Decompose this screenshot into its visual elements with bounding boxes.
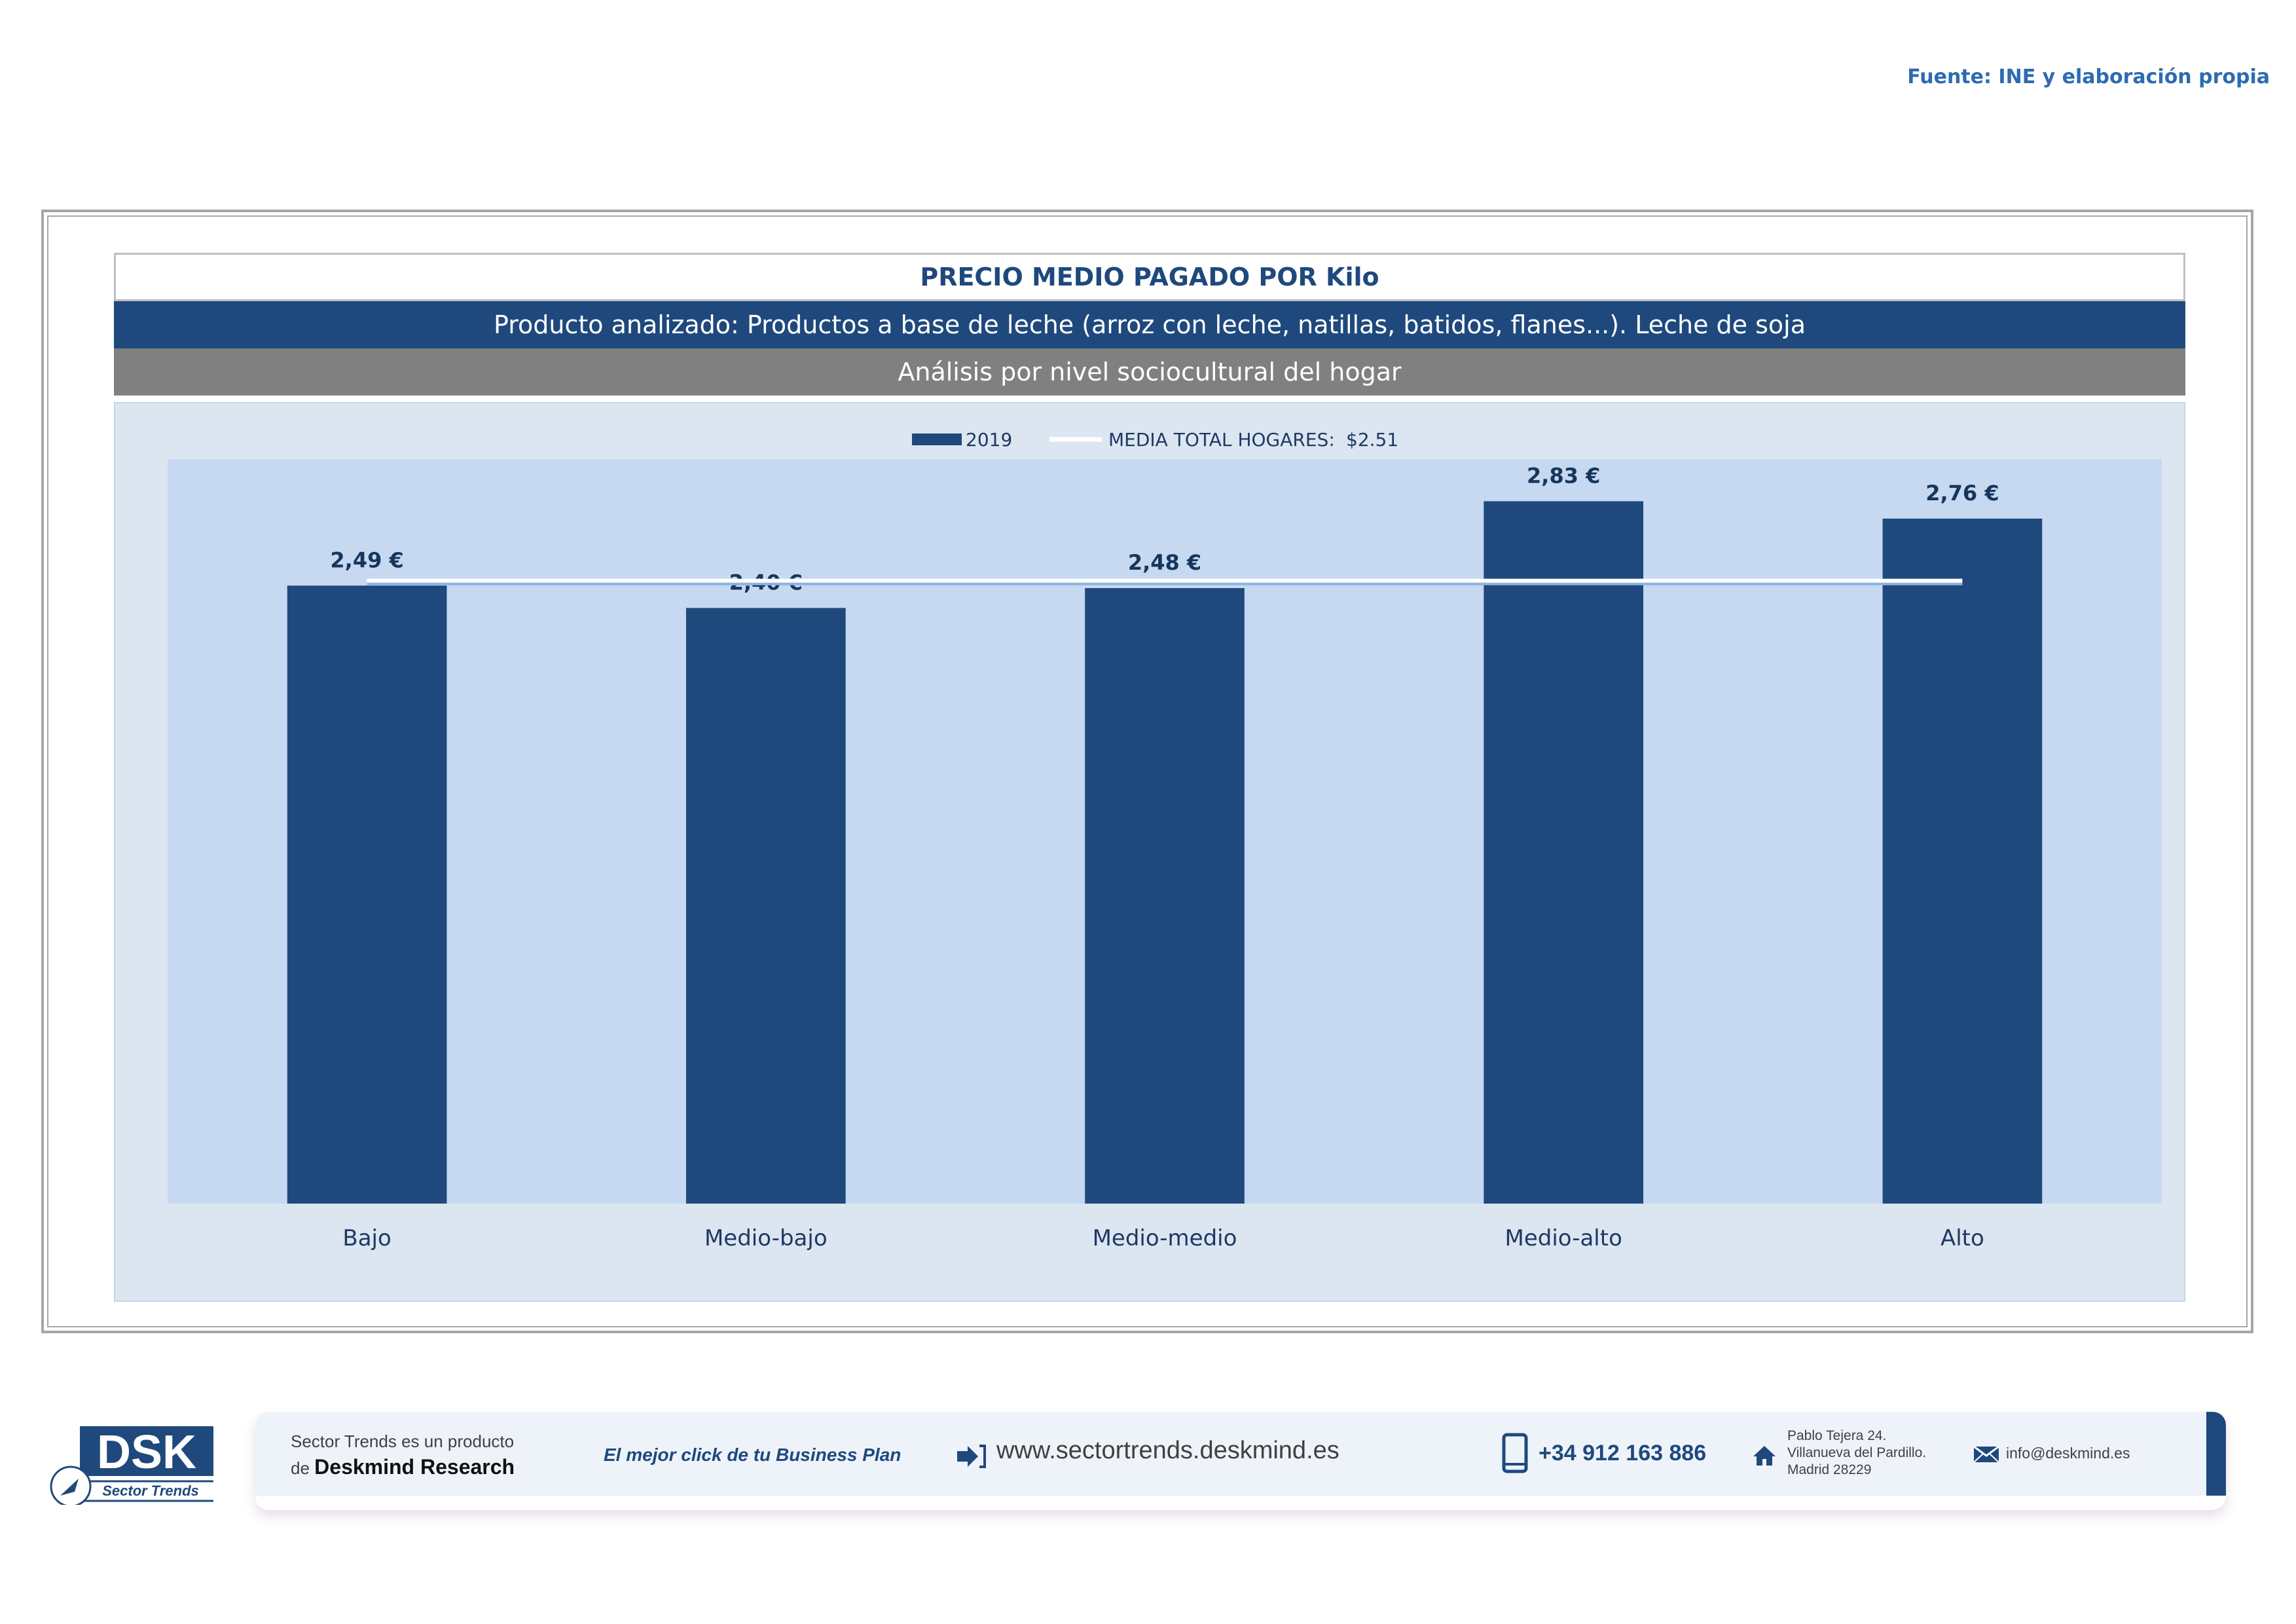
logo-subtext: Sector Trends <box>102 1483 199 1499</box>
footer-email[interactable]: info@deskmind.es <box>2006 1445 2130 1462</box>
address-line1: Pablo Tejera 24. <box>1787 1428 1887 1443</box>
address-line2: Villanueva del Pardillo. <box>1787 1445 1927 1460</box>
legend-label-mean: MEDIA TOTAL HOGARES: <box>1108 429 1335 451</box>
data-label: 2,48 € <box>1128 550 1201 575</box>
x-tick-label: Alto <box>1941 1225 1984 1251</box>
data-label: 2,76 € <box>1925 481 1999 506</box>
legend-value-mean: $2.51 <box>1346 429 1398 451</box>
dsk-logo: DSK Sector Trends <box>50 1426 213 1505</box>
enter-arrow-icon <box>957 1445 986 1468</box>
legend-label-2019: 2019 <box>966 429 1012 451</box>
mail-icon <box>1973 1446 1999 1463</box>
address-line3: Madrid 28229 <box>1787 1462 1872 1477</box>
footer-website[interactable]: www.sectortrends.deskmind.es <box>996 1437 1339 1464</box>
rocket-icon-shape <box>60 1479 79 1496</box>
footer-product-prefix: de <box>291 1458 310 1478</box>
x-tick-label: Medio-alto <box>1504 1225 1622 1251</box>
footer-stripe <box>2206 1412 2226 1510</box>
bar-medio-alto <box>1484 501 1644 1204</box>
legend-swatch-2019 <box>912 434 962 445</box>
data-label: 2,49 € <box>330 547 403 572</box>
logo-block <box>80 1426 213 1476</box>
x-tick-label: Medio-medio <box>1093 1225 1237 1251</box>
chart-title: PRECIO MEDIO PAGADO POR Kilo <box>114 253 2185 301</box>
chart-frame-inner <box>47 215 2248 1327</box>
x-tick-label: Bajo <box>342 1225 391 1251</box>
footer-band: Sector Trends es un producto de Deskmind… <box>255 1412 2226 1510</box>
home-icon <box>1753 1446 1776 1466</box>
bar-bajo <box>287 585 447 1204</box>
source-note: Fuente: INE y elaboración propia <box>1907 65 2270 88</box>
x-tick-label: Medio-bajo <box>704 1225 828 1251</box>
footer-brand: Deskmind Research <box>314 1455 515 1479</box>
footer-product-line2: de Deskmind Research <box>291 1455 515 1479</box>
analysis-subtitle: Análisis por nivel sociocultural del hog… <box>114 348 2185 396</box>
footer-bottom-edge <box>255 1496 2226 1510</box>
phone-icon <box>1502 1433 1528 1473</box>
product-subtitle: Producto analizado: Productos a base de … <box>114 301 2185 348</box>
data-label: 2,83 € <box>1527 463 1600 488</box>
footer-address: Pablo Tejera 24. Villanueva del Pardillo… <box>1787 1428 1926 1479</box>
logo-text: DSK <box>97 1426 196 1479</box>
footer-slogan: El mejor click de tu Business Plan <box>604 1445 902 1465</box>
bar-medio-medio <box>1085 588 1245 1204</box>
rocket-icon <box>50 1466 92 1505</box>
footer-phone[interactable]: +34 912 163 886 <box>1539 1441 1707 1466</box>
bar-alto <box>1882 518 2043 1204</box>
footer-product-line1: Sector Trends es un producto <box>291 1431 515 1451</box>
bar-medio-bajo <box>685 608 846 1204</box>
chart-frame-outer <box>41 210 2253 1333</box>
